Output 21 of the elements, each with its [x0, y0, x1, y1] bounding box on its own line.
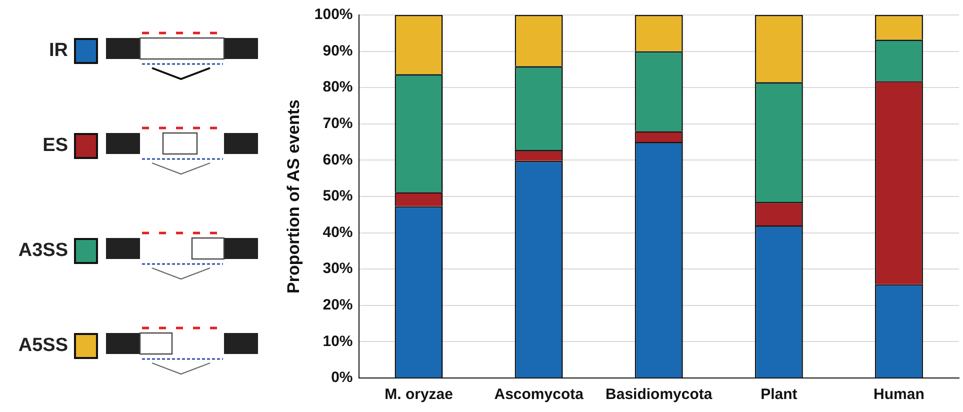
legend-label: A5SS — [18, 335, 68, 357]
y-tick-label: 100% — [314, 6, 353, 24]
y-tick-label: 40% — [322, 224, 353, 241]
y-tick-label: 30% — [322, 260, 353, 278]
y-axis-title: Proportion of AS events — [284, 100, 303, 294]
y-tick-label: 60% — [322, 151, 353, 168]
x-tick-label: Human — [874, 386, 924, 404]
y-tick-label: 70% — [322, 115, 353, 132]
legend-label: A3SS — [18, 240, 68, 262]
y-tick-label: 0% — [331, 369, 353, 386]
y-tick-label: 80% — [322, 78, 353, 96]
legend-label: ES — [42, 135, 68, 157]
x-tick-label: Plant — [760, 386, 798, 404]
y-tick-label: 10% — [322, 332, 353, 350]
y-tick-label: 90% — [322, 42, 353, 60]
y-tick-label: 20% — [322, 296, 353, 314]
x-tick-label: Ascomycota — [494, 386, 584, 404]
x-tick-label: M. oryzae — [384, 386, 453, 404]
x-tick-label: Basidiomycota — [606, 386, 713, 404]
legend-label: IR — [49, 40, 68, 62]
y-tick-label: 50% — [322, 188, 353, 205]
